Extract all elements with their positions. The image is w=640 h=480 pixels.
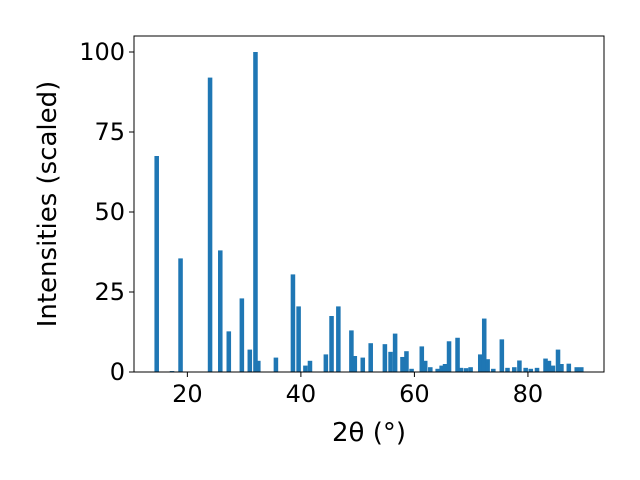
bar <box>491 368 496 372</box>
bar <box>446 341 452 372</box>
bar <box>463 368 469 372</box>
plot-frame <box>133 35 605 373</box>
bar <box>290 274 296 372</box>
bar <box>468 367 473 372</box>
bar <box>439 365 444 372</box>
y-tick-label: 0 <box>110 358 125 386</box>
bars-group <box>154 52 584 372</box>
bar <box>388 351 393 372</box>
bar <box>481 318 487 372</box>
bar <box>154 156 159 372</box>
y-tick-label: 50 <box>94 198 125 226</box>
bar <box>485 359 490 372</box>
bar <box>207 77 213 372</box>
bar <box>499 339 505 372</box>
bar <box>458 367 464 372</box>
bar <box>404 351 409 372</box>
bar <box>307 360 313 372</box>
bar <box>352 356 358 372</box>
bar <box>505 367 510 372</box>
bar <box>512 367 517 372</box>
bar <box>528 368 534 372</box>
bar <box>303 365 308 372</box>
y-axis-label: Intensities (scaled) <box>33 81 63 328</box>
bar <box>517 360 522 372</box>
bar <box>392 333 398 372</box>
bar <box>579 367 584 372</box>
bar <box>323 354 329 372</box>
bar <box>273 357 279 372</box>
bar <box>550 365 556 372</box>
y-tick-label: 75 <box>94 118 125 146</box>
bar <box>409 368 414 372</box>
bar <box>256 360 261 372</box>
x-tick-label: 60 <box>399 380 430 408</box>
bar <box>422 360 428 372</box>
bar <box>253 52 258 372</box>
x-axis-ticks: 20 40 60 80 <box>172 372 543 408</box>
bar <box>477 354 483 372</box>
y-axis-ticks: 0 25 50 75 100 <box>79 38 134 386</box>
bar <box>349 330 354 372</box>
bar <box>543 358 548 372</box>
bar <box>382 344 388 372</box>
bar <box>574 367 580 372</box>
bar <box>428 367 433 372</box>
bar <box>226 331 232 372</box>
bar <box>368 343 373 372</box>
bar <box>442 364 448 372</box>
bar <box>555 349 561 372</box>
bar <box>239 298 245 372</box>
bar <box>360 357 366 372</box>
x-axis-label: 2θ (°) <box>332 418 406 448</box>
bar <box>546 360 552 372</box>
bar <box>218 250 223 372</box>
bar <box>329 316 334 372</box>
bar <box>435 368 440 372</box>
bar <box>296 306 301 372</box>
bar <box>419 346 425 372</box>
y-tick-label: 100 <box>79 38 125 66</box>
bar <box>455 337 460 372</box>
x-tick-label: 40 <box>286 380 317 408</box>
y-tick-label: 25 <box>94 278 125 306</box>
bar <box>178 258 183 372</box>
bar <box>400 356 405 372</box>
x-tick-label: 80 <box>513 380 544 408</box>
bar <box>523 367 528 372</box>
x-tick-label: 20 <box>172 380 203 408</box>
bar <box>534 367 540 372</box>
bar <box>247 349 253 372</box>
bar <box>336 306 341 372</box>
bar <box>559 364 564 372</box>
bar <box>566 363 572 372</box>
